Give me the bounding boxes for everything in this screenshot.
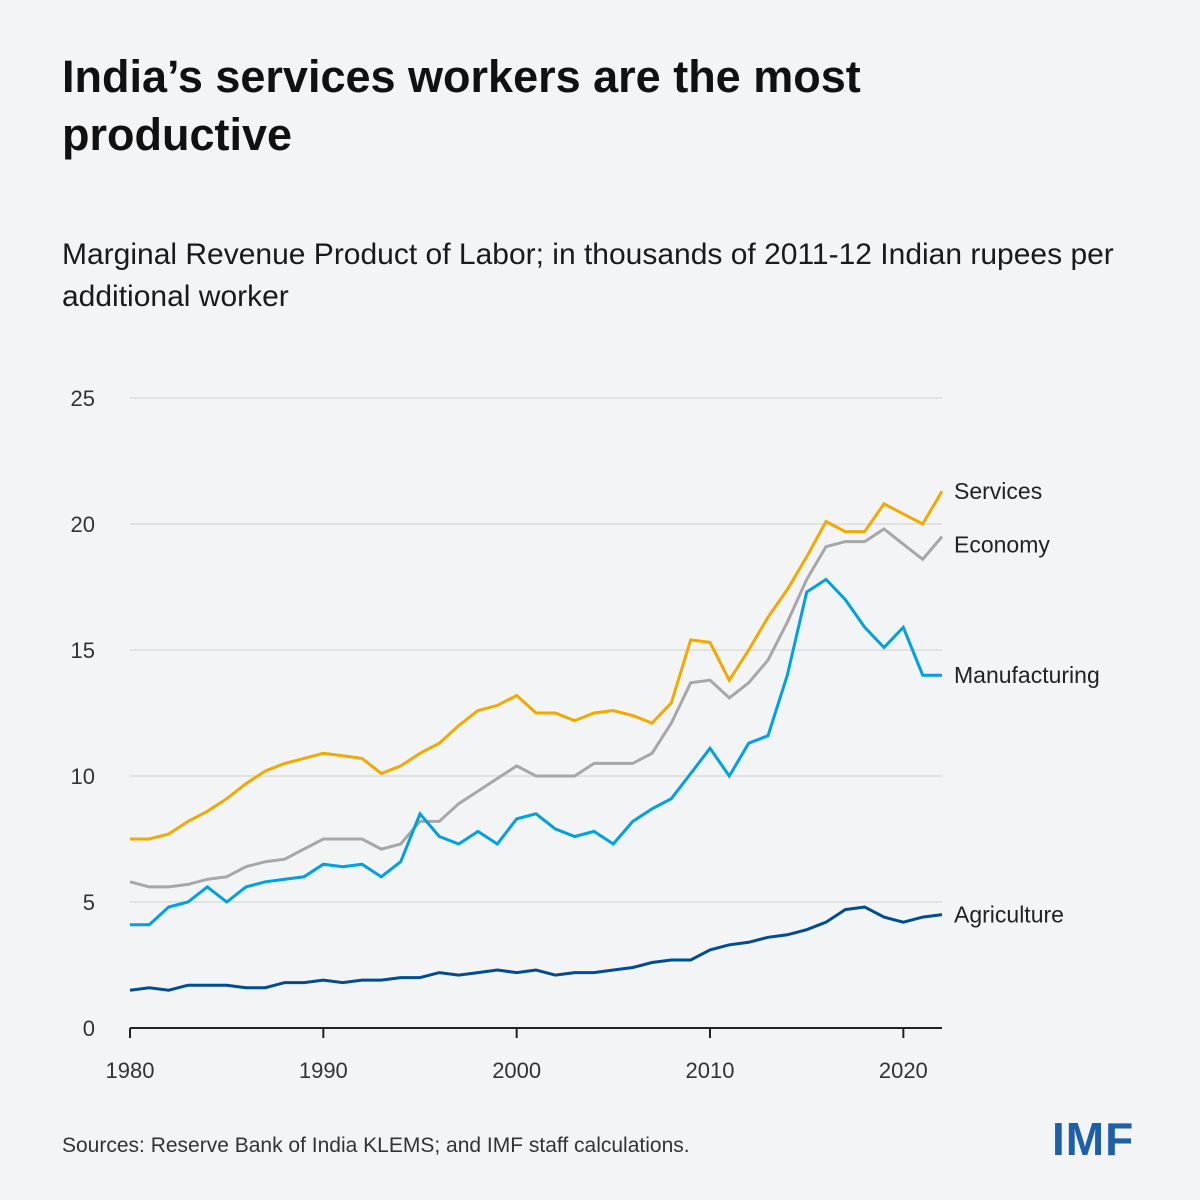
source-note: Sources: Reserve Bank of India KLEMS; an… bbox=[62, 1134, 690, 1157]
imf-logo: IMF bbox=[1052, 1113, 1135, 1165]
y-tick-label: 20 bbox=[71, 512, 95, 537]
x-tick-label: 2020 bbox=[879, 1058, 928, 1083]
series-label-agriculture: Agriculture bbox=[954, 902, 1064, 928]
y-tick-label: 0 bbox=[83, 1016, 95, 1041]
x-tick-label: 1990 bbox=[299, 1058, 348, 1083]
series-label-economy: Economy bbox=[954, 532, 1050, 558]
series-line-services bbox=[130, 490, 944, 841]
series-label-manufacturing: Manufacturing bbox=[954, 662, 1100, 688]
y-tick-label: 15 bbox=[71, 638, 95, 663]
y-tick-label: 10 bbox=[71, 764, 95, 789]
chart-title: India’s services workers are the most pr… bbox=[62, 51, 861, 160]
series-line-manufacturing bbox=[130, 577, 942, 927]
series-line-agriculture bbox=[129, 905, 943, 992]
series-line-economy bbox=[129, 527, 944, 889]
chart-subtitle: Marginal Revenue Product of Labor; in th… bbox=[62, 238, 1114, 313]
y-tick-label: 5 bbox=[83, 890, 95, 915]
y-tick-label: 25 bbox=[71, 386, 95, 411]
x-tick-label: 1980 bbox=[106, 1058, 155, 1083]
x-tick-label: 2010 bbox=[686, 1058, 735, 1083]
series-label-services: Services bbox=[954, 478, 1042, 504]
x-tick-label: 2000 bbox=[492, 1058, 541, 1083]
